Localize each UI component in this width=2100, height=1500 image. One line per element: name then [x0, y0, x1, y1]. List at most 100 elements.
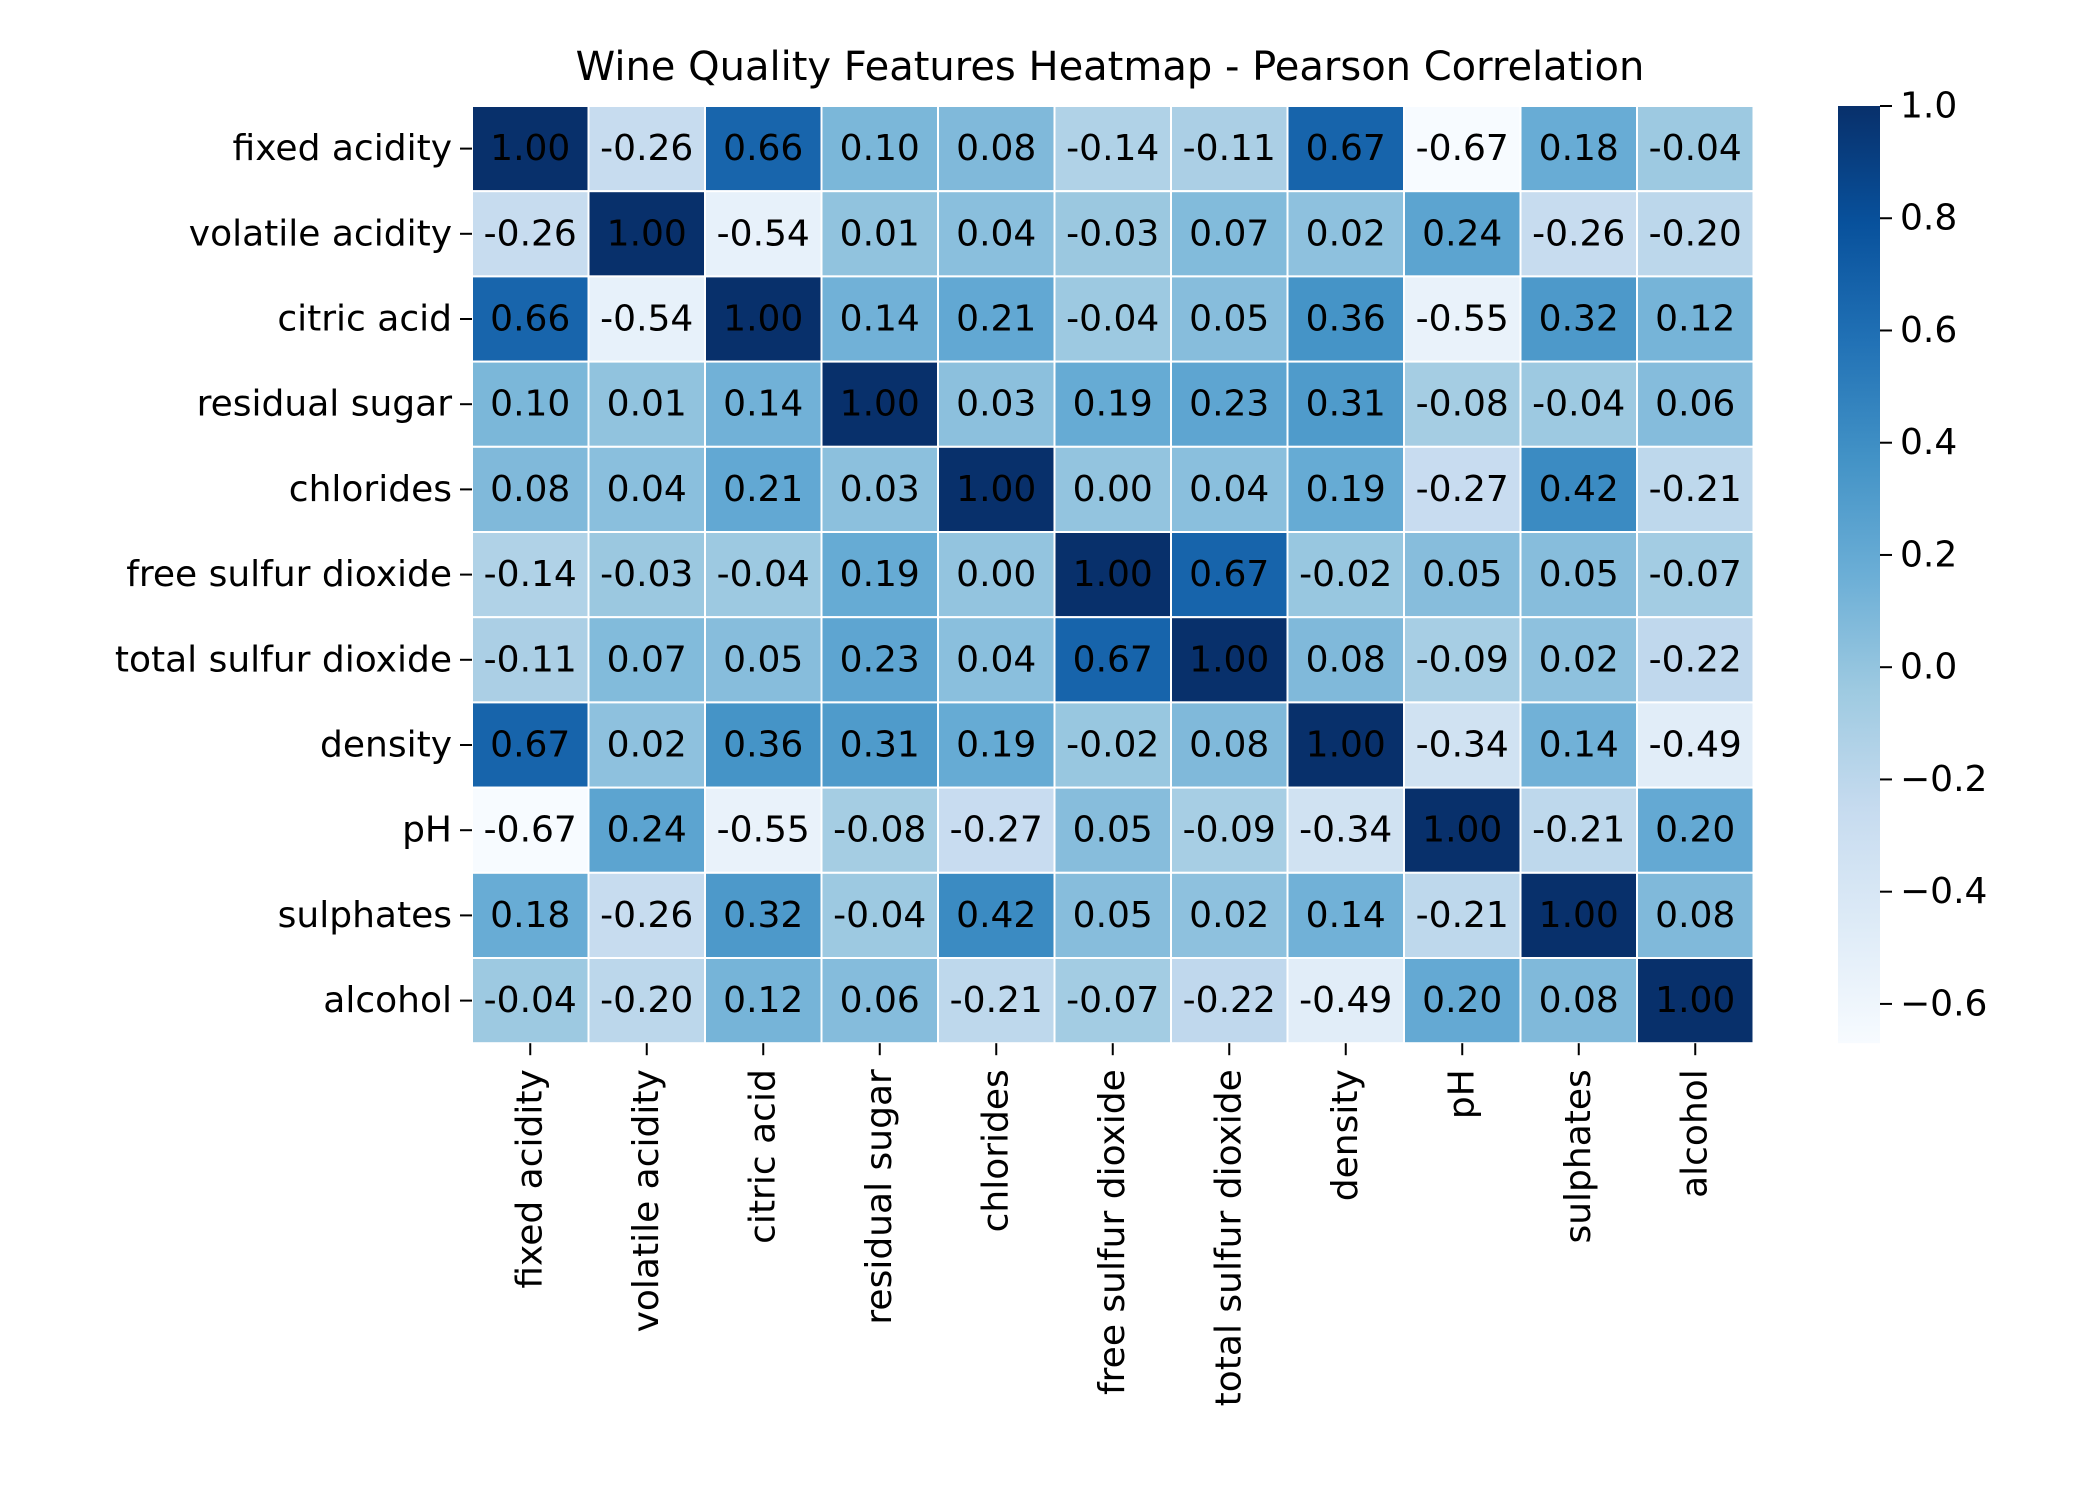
cell-value-label: 0.31	[1306, 384, 1386, 425]
cell-value-label: 1.00	[1655, 980, 1735, 1021]
heatmap-cell-chlorides-citric-acid	[704, 445, 823, 533]
cell-value-label: -0.14	[484, 554, 577, 595]
colorbar-tick-label: 1.0	[1900, 86, 1957, 127]
heatmap-cell-free-sulfur-dioxide-ph	[1403, 531, 1522, 619]
colorbar-tick-label: 0.2	[1900, 534, 1957, 575]
cell-value-label: 0.10	[490, 384, 570, 425]
cell-value-label: -0.02	[1066, 725, 1159, 766]
heatmap-cell-residual-sugar-free-sulfur-dioxide	[1053, 360, 1172, 448]
heatmap-cell-density-sulphates	[1519, 701, 1638, 789]
heatmap-cell-chlorides-total-sulfur-dioxide	[1170, 445, 1289, 533]
heatmap-annotations: 1.00 -0.26 0.66 0.10 0.08 -0.14 -0.11 0.67 -0.67…	[484, 128, 1742, 1021]
heatmap-cell-density-residual-sugar	[820, 701, 939, 789]
heatmap-cell-alcohol-free-sulfur-dioxide	[1053, 957, 1172, 1045]
cell-value-label: -0.67	[484, 810, 577, 851]
cell-value-label: 0.31	[840, 725, 920, 766]
y-tick-label-citric-acid: citric acid	[277, 299, 452, 340]
cell-value-label: -0.08	[833, 810, 926, 851]
cell-value-label: -0.07	[1649, 554, 1742, 595]
heatmap-cell-citric-acid-free-sulfur-dioxide	[1053, 275, 1172, 363]
cell-value-label: 0.00	[956, 554, 1036, 595]
y-tick-label-total-sulfur-dioxide: total sulfur dioxide	[115, 639, 452, 680]
heatmap-cell-volatile-acidity-density	[1286, 190, 1405, 278]
heatmap-cell-density-alcohol	[1636, 701, 1755, 789]
colorbar-tick-label: 0.6	[1900, 310, 1957, 351]
x-tick-label-density: density	[1325, 1069, 1366, 1201]
cell-value-label: 0.36	[1306, 299, 1386, 340]
heatmap-cell-alcohol-citric-acid	[704, 957, 823, 1045]
cell-value-label: -0.20	[600, 980, 693, 1021]
cell-value-label: -0.02	[1299, 554, 1392, 595]
cell-value-label: -0.04	[484, 980, 577, 1021]
cell-value-label: 0.18	[490, 895, 570, 936]
cell-value-label: 0.02	[1189, 895, 1269, 936]
y-tick-label-sulphates: sulphates	[278, 895, 452, 936]
heatmap-cell-density-fixed-acidity	[471, 701, 590, 789]
cell-value-label: 0.06	[1655, 384, 1735, 425]
x-tick-label-residual-sugar: residual sugar	[859, 1069, 900, 1325]
cell-value-label: -0.08	[1416, 384, 1509, 425]
cell-value-label: 0.05	[1422, 554, 1502, 595]
heatmap-cell-fixed-acidity-fixed-acidity	[471, 105, 590, 193]
heatmap-cell-residual-sugar-residual-sugar	[820, 360, 939, 448]
cell-value-label: -0.21	[1416, 895, 1509, 936]
heatmap-cell-alcohol-sulphates	[1519, 957, 1638, 1045]
cell-value-label: -0.04	[1649, 128, 1742, 169]
cell-value-label: 0.24	[1422, 213, 1502, 254]
y-tick-label-fixed-acidity: fixed acidity	[233, 128, 452, 169]
x-tick-label-citric-acid: citric acid	[743, 1069, 784, 1244]
cell-value-label: 0.19	[1073, 384, 1153, 425]
heatmap-cell-total-sulfur-dioxide-citric-acid	[704, 616, 823, 704]
cell-value-label: 0.67	[1189, 554, 1269, 595]
x-tick-label-free-sulfur-dioxide: free sulfur dioxide	[1092, 1069, 1133, 1395]
chart-title: Wine Quality Features Heatmap - Pearson …	[576, 44, 1645, 90]
cell-value-label: 0.42	[1539, 469, 1619, 510]
cell-value-label: 0.14	[840, 299, 920, 340]
heatmap-cell-free-sulfur-dioxide-alcohol	[1636, 531, 1755, 619]
x-tick-label-total-sulfur-dioxide: total sulfur dioxide	[1209, 1069, 1250, 1406]
cell-value-label: -0.26	[600, 128, 693, 169]
y-tick-label-density: density	[320, 725, 452, 766]
heatmap-cell-total-sulfur-dioxide-alcohol	[1636, 616, 1755, 704]
cell-value-label: 0.67	[1306, 128, 1386, 169]
cell-value-label: 0.00	[1073, 469, 1153, 510]
cell-value-label: -0.04	[717, 554, 810, 595]
cell-value-label: -0.11	[1183, 128, 1276, 169]
cell-value-label: -0.27	[1416, 469, 1509, 510]
heatmap-cell-chlorides-volatile-acidity	[587, 445, 706, 533]
heatmap-cell-total-sulfur-dioxide-density	[1286, 616, 1405, 704]
cell-value-label: 0.20	[1655, 810, 1735, 851]
cell-value-label: 0.04	[607, 469, 687, 510]
heatmap-cell-chlorides-free-sulfur-dioxide	[1053, 445, 1172, 533]
cell-value-label: 0.08	[1539, 980, 1619, 1021]
cell-value-label: 0.04	[956, 213, 1036, 254]
heatmap-cell-alcohol-density	[1286, 957, 1405, 1045]
cell-value-label: 1.00	[1422, 810, 1502, 851]
cell-value-label: -0.09	[1416, 639, 1509, 680]
heatmap-cell-citric-acid-alcohol	[1636, 275, 1755, 363]
cell-value-label: -0.34	[1299, 810, 1392, 851]
heatmap-cell-citric-acid-ph	[1403, 275, 1522, 363]
heatmap-cell-residual-sugar-sulphates	[1519, 360, 1638, 448]
cell-value-label: 0.19	[956, 725, 1036, 766]
heatmap-cell-alcohol-volatile-acidity	[587, 957, 706, 1045]
heatmap-cell-ph-ph	[1403, 786, 1522, 874]
cell-value-label: -0.21	[1649, 469, 1742, 510]
heatmap-cell-volatile-acidity-citric-acid	[704, 190, 823, 278]
heatmap-cell-ph-total-sulfur-dioxide	[1170, 786, 1289, 874]
heatmap-cell-total-sulfur-dioxide-total-sulfur-dioxide	[1170, 616, 1289, 704]
y-tick-label-chlorides: chlorides	[289, 469, 452, 510]
colorbar-tick-label: −0.6	[1900, 983, 1987, 1024]
heatmap-cell-chlorides-residual-sugar	[820, 445, 939, 533]
heatmap-cell-fixed-acidity-alcohol	[1636, 105, 1755, 193]
heatmap-cell-alcohol-alcohol	[1636, 957, 1755, 1045]
y-axis: fixed acidity volatile acidity citric acid…	[115, 128, 472, 1021]
colorbar-tick-label: 0.8	[1900, 198, 1957, 239]
cell-value-label: -0.55	[1416, 299, 1509, 340]
heatmap-cell-residual-sugar-citric-acid	[704, 360, 823, 448]
cell-value-label: 0.20	[1422, 980, 1502, 1021]
x-tick-label-ph: pH	[1442, 1069, 1483, 1119]
heatmap-cell-total-sulfur-dioxide-residual-sugar	[820, 616, 939, 704]
cell-value-label: -0.20	[1649, 213, 1742, 254]
